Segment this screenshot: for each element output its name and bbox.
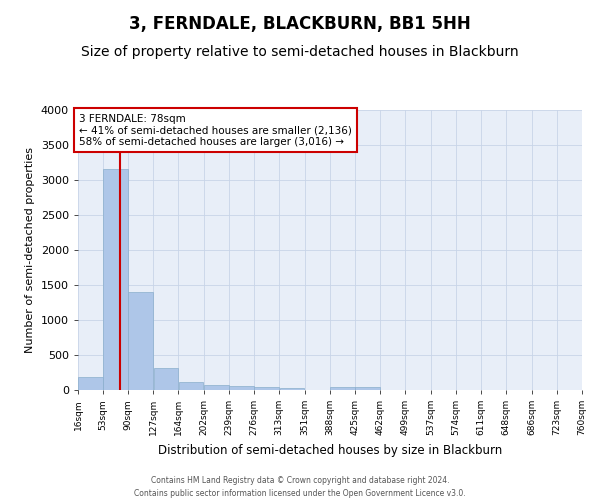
- Bar: [280, 388, 304, 390]
- Bar: [128, 292, 153, 390]
- Bar: [154, 368, 178, 390]
- Bar: [229, 386, 254, 390]
- Y-axis label: Number of semi-detached properties: Number of semi-detached properties: [25, 147, 35, 353]
- Text: 3, FERNDALE, BLACKBURN, BB1 5HH: 3, FERNDALE, BLACKBURN, BB1 5HH: [129, 15, 471, 33]
- Bar: [331, 387, 355, 390]
- X-axis label: Distribution of semi-detached houses by size in Blackburn: Distribution of semi-detached houses by …: [158, 444, 502, 456]
- Bar: [355, 387, 380, 390]
- Bar: [179, 382, 203, 390]
- Bar: [205, 385, 229, 390]
- Text: Size of property relative to semi-detached houses in Blackburn: Size of property relative to semi-detach…: [81, 45, 519, 59]
- Text: Contains HM Land Registry data © Crown copyright and database right 2024.
Contai: Contains HM Land Registry data © Crown c…: [134, 476, 466, 498]
- Bar: [79, 378, 103, 390]
- Text: 3 FERNDALE: 78sqm
← 41% of semi-detached houses are smaller (2,136)
58% of semi-: 3 FERNDALE: 78sqm ← 41% of semi-detached…: [79, 114, 352, 146]
- Bar: [103, 170, 128, 390]
- Bar: [254, 387, 279, 390]
